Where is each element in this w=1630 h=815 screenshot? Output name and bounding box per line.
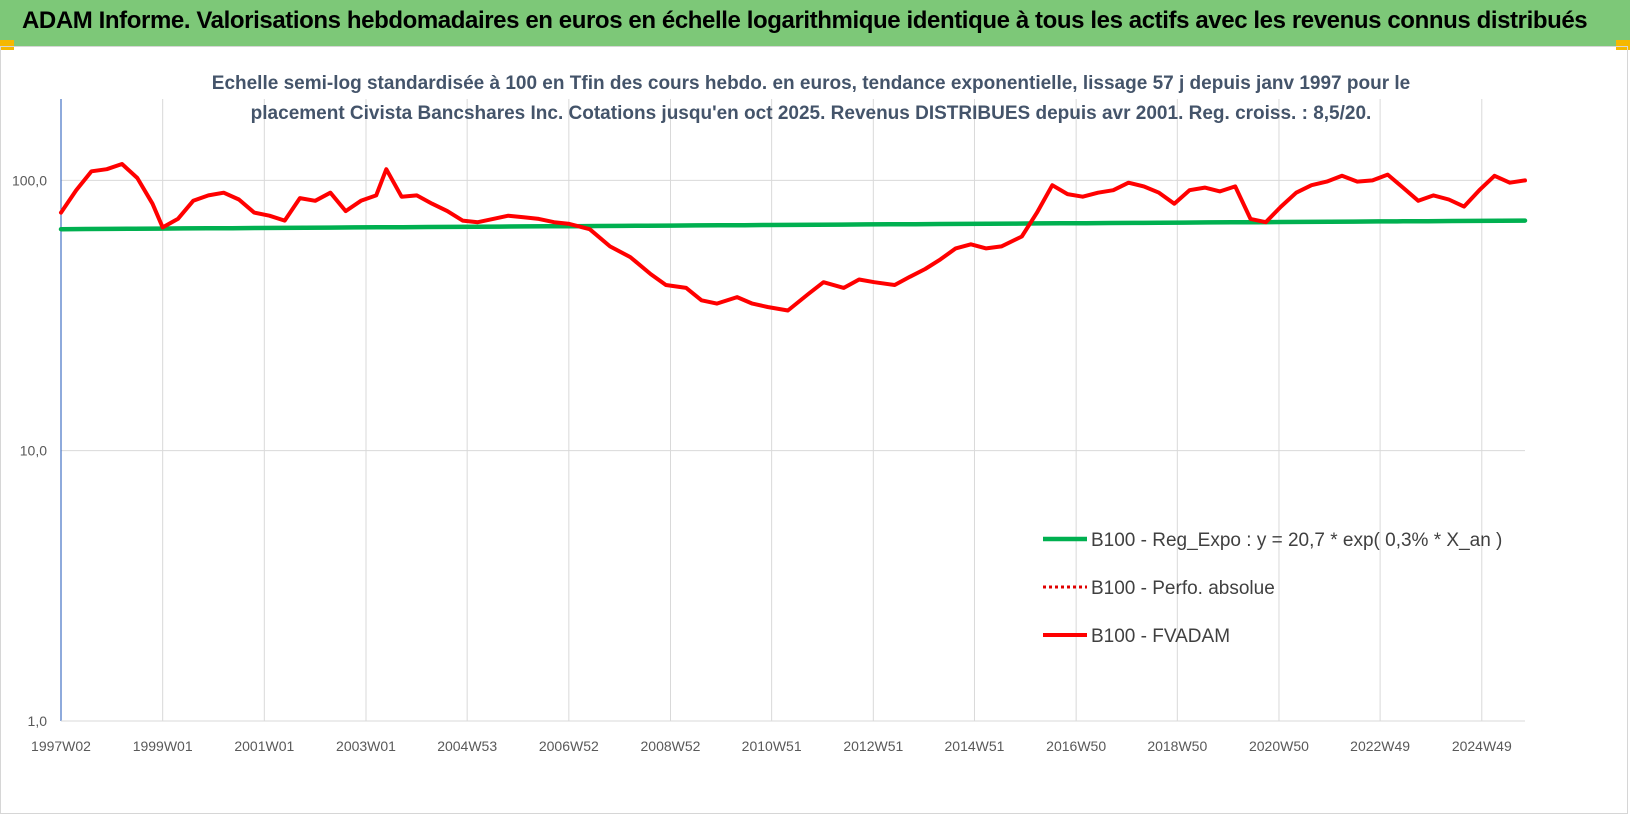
chart-frame: 1997W02 1999W01 2001W01 2003W01 2004W53 2006W…	[0, 46, 1628, 814]
series-line-reg-expo	[58, 218, 1528, 232]
x-tick-label: 2022W49	[1350, 738, 1410, 754]
legend: B100 - Reg_Expo : y = 20,7 * exp( 0,3% *…	[1043, 530, 1502, 647]
x-tick-label: 2016W50	[1046, 738, 1106, 754]
x-tick-label: 2018W50	[1147, 738, 1207, 754]
x-tick-label: 2004W53	[437, 738, 497, 754]
series	[58, 162, 1528, 313]
x-tick-label: 2001W01	[234, 738, 294, 754]
x-tick-label: 2008W52	[641, 738, 701, 754]
x-tick-label: 2014W51	[945, 738, 1005, 754]
x-tick-label: 2003W01	[336, 738, 396, 754]
x-tick-label: 2020W50	[1249, 738, 1309, 754]
x-tick-label: 2010W51	[742, 738, 802, 754]
x-tick-label: 2024W49	[1452, 738, 1512, 754]
legend-label-perfo-absolue: B100 - Perfo. absolue	[1091, 578, 1275, 599]
y-tick-label: 100,0	[12, 172, 47, 188]
x-tick-label: 2012W51	[843, 738, 903, 754]
y-tick-label: 10,0	[20, 443, 47, 459]
chart-subtitle-line-2: placement Civista Bancshares Inc. Cotati…	[251, 103, 1372, 124]
report-title: ADAM Informe. Valorisations hebdomadaire…	[22, 7, 1588, 34]
chart-canvas: 1997W02 1999W01 2001W01 2003W01 2004W53 2006W…	[12, 73, 1528, 754]
series-line-fvadam	[59, 162, 1527, 313]
axes: 1997W02 1999W01 2001W01 2003W01 2004W53 2006W…	[12, 99, 1525, 754]
chart-subtitle-line-1: Echelle semi-log standardisée à 100 en T…	[212, 73, 1410, 94]
banner: ADAM Informe. Valorisations hebdomadaire…	[0, 0, 1630, 46]
legend-label-reg-expo: B100 - Reg_Expo : y = 20,7 * exp( 0,3% *…	[1091, 530, 1502, 551]
x-tick-label: 1999W01	[133, 738, 193, 754]
corner-marker	[0, 40, 14, 50]
x-tick-label: 2006W52	[539, 738, 599, 754]
legend-label-fvadam: B100 - FVADAM	[1091, 626, 1230, 647]
gridlines	[61, 99, 1525, 722]
y-tick-label: 1,0	[28, 713, 48, 729]
corner-marker	[1616, 40, 1630, 50]
x-tick-label: 1997W02	[31, 738, 91, 754]
